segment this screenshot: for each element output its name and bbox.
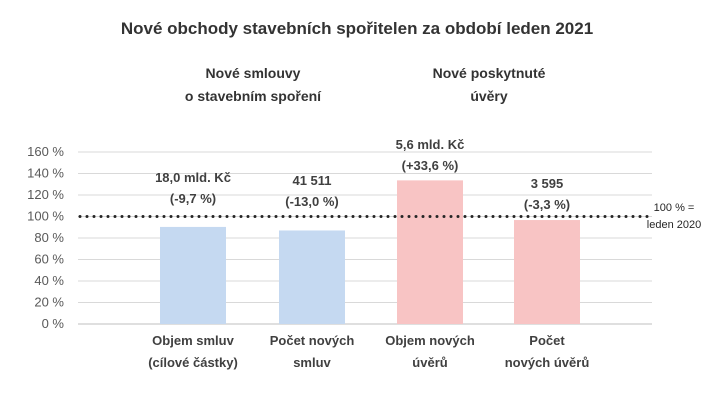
group-label-0-line-1: o stavebním spoření — [185, 88, 322, 104]
group-labels: Nové smlouvy o stavebním spoření Nové posk… — [185, 65, 546, 104]
x-label-3-line-0: Počet — [529, 333, 565, 348]
x-label-3-line-1: nových úvěrů — [505, 355, 590, 370]
reference-line-label-line-0: 100 % = — [654, 202, 695, 214]
data-label-1-line-1: (-13,0 %) — [285, 194, 338, 209]
x-label-0-line-0: Objem smluv — [152, 333, 234, 348]
x-label-2-line-0: Objem nových — [385, 333, 475, 348]
bars — [160, 180, 580, 324]
data-label-1-line-0: 41 511 — [292, 173, 331, 188]
chart-title: Nové obchody stavebních spořitelen za ob… — [121, 19, 593, 38]
reference-line: 100 % = leden 2020 — [78, 202, 701, 231]
x-label-0-line-1: (cílové částky) — [148, 355, 238, 370]
y-tick-label: 160 % — [27, 144, 64, 159]
y-tick-label: 40 % — [34, 273, 64, 288]
x-axis-labels: Objem smluv (cílové částky) Počet nových sm… — [148, 333, 589, 370]
data-labels: 18,0 mld. Kč (-9,7 %) 41 511 (-13,0 %) 5,6 m… — [155, 137, 570, 212]
y-tick-label: 100 % — [27, 209, 64, 224]
bar-0 — [160, 226, 226, 324]
x-label-2-line-1: úvěrů — [412, 355, 447, 370]
reference-line-label-line-1: leden 2020 — [647, 219, 701, 231]
data-label-2-line-0: 5,6 mld. Kč — [396, 137, 465, 152]
bar-1 — [279, 230, 345, 324]
y-tick-label: 120 % — [27, 187, 64, 202]
data-label-2-line-1: (+33,6 %) — [402, 158, 459, 173]
y-tick-label: 60 % — [34, 252, 64, 267]
group-label-0-line-0: Nové smlouvy — [206, 65, 301, 81]
y-tick-label: 140 % — [27, 166, 64, 181]
group-label-1-line-0: Nové poskytnuté — [433, 65, 546, 81]
data-label-3-line-0: 3 595 — [531, 176, 564, 191]
y-axis: 0 % 20 % 40 % 60 % 80 % 100 % 120 % 140 % 160 % — [27, 144, 64, 331]
bar-3 — [514, 220, 580, 324]
data-label-0-line-1: (-9,7 %) — [170, 191, 216, 206]
x-label-1-line-0: Počet nových — [270, 333, 355, 348]
group-label-1-line-1: úvěry — [470, 88, 508, 104]
y-tick-label: 20 % — [34, 295, 64, 310]
data-label-0-line-0: 18,0 mld. Kč — [155, 170, 231, 185]
x-label-1-line-1: smluv — [293, 355, 331, 370]
data-label-3-line-1: (-3,3 %) — [524, 197, 570, 212]
bar-2 — [397, 180, 463, 324]
y-tick-label: 0 % — [42, 316, 65, 331]
y-tick-label: 80 % — [34, 230, 64, 245]
